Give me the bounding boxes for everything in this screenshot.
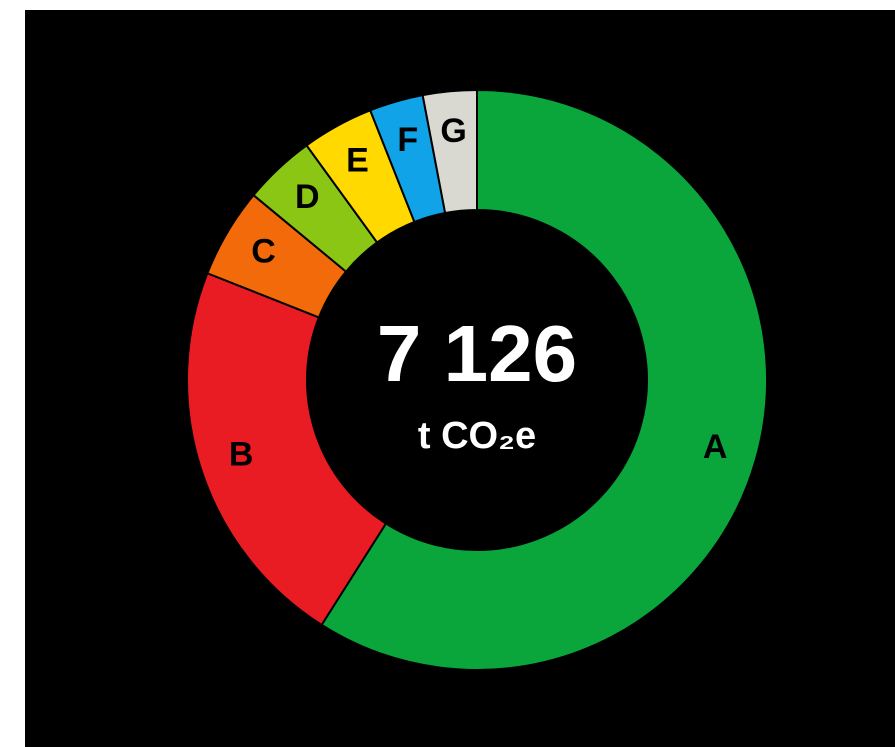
slice-label: G <box>440 112 466 150</box>
slice-label: A <box>703 428 728 466</box>
center-value: 7 126 <box>377 309 577 398</box>
donut-slice <box>320 88 768 671</box>
slice-label: D <box>295 178 320 216</box>
slice-label: C <box>251 233 276 271</box>
center-unit: t CO₂e <box>418 415 536 457</box>
donut-slice <box>186 271 388 627</box>
slice-label: E <box>346 142 369 180</box>
slice-label: F <box>397 121 418 159</box>
slice-label: B <box>229 436 254 474</box>
donut-slice <box>421 88 478 215</box>
